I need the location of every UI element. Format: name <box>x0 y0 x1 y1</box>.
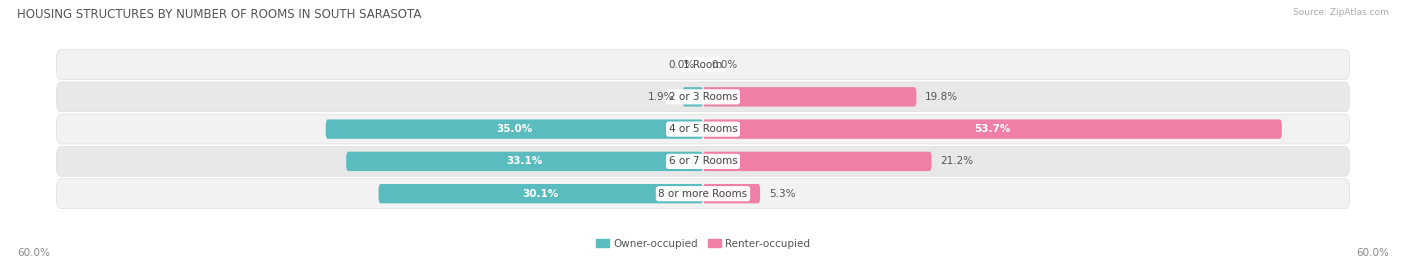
Text: 1.9%: 1.9% <box>647 92 673 102</box>
FancyBboxPatch shape <box>703 87 917 107</box>
Text: 8 or more Rooms: 8 or more Rooms <box>658 189 748 199</box>
Text: 35.0%: 35.0% <box>496 124 533 134</box>
Text: 60.0%: 60.0% <box>17 248 49 258</box>
Text: 4 or 5 Rooms: 4 or 5 Rooms <box>669 124 737 134</box>
Text: 5.3%: 5.3% <box>769 189 796 199</box>
Text: 30.1%: 30.1% <box>523 189 560 199</box>
Text: 19.8%: 19.8% <box>925 92 957 102</box>
FancyBboxPatch shape <box>346 152 703 171</box>
Text: 33.1%: 33.1% <box>506 156 543 167</box>
Text: 53.7%: 53.7% <box>974 124 1011 134</box>
FancyBboxPatch shape <box>56 114 1350 144</box>
FancyBboxPatch shape <box>56 147 1350 176</box>
Text: 6 or 7 Rooms: 6 or 7 Rooms <box>669 156 737 167</box>
FancyBboxPatch shape <box>56 179 1350 208</box>
Text: HOUSING STRUCTURES BY NUMBER OF ROOMS IN SOUTH SARASOTA: HOUSING STRUCTURES BY NUMBER OF ROOMS IN… <box>17 8 422 21</box>
FancyBboxPatch shape <box>703 184 761 203</box>
FancyBboxPatch shape <box>682 87 703 107</box>
FancyBboxPatch shape <box>56 82 1350 112</box>
Legend: Owner-occupied, Renter-occupied: Owner-occupied, Renter-occupied <box>592 235 814 253</box>
FancyBboxPatch shape <box>703 152 932 171</box>
Text: 1 Room: 1 Room <box>683 59 723 70</box>
FancyBboxPatch shape <box>326 119 703 139</box>
Text: 2 or 3 Rooms: 2 or 3 Rooms <box>669 92 737 102</box>
Text: 0.0%: 0.0% <box>711 59 738 70</box>
Text: Source: ZipAtlas.com: Source: ZipAtlas.com <box>1294 8 1389 17</box>
Text: 21.2%: 21.2% <box>941 156 973 167</box>
FancyBboxPatch shape <box>56 50 1350 79</box>
Text: 0.0%: 0.0% <box>668 59 695 70</box>
FancyBboxPatch shape <box>703 119 1282 139</box>
Text: 60.0%: 60.0% <box>1357 248 1389 258</box>
FancyBboxPatch shape <box>378 184 703 203</box>
